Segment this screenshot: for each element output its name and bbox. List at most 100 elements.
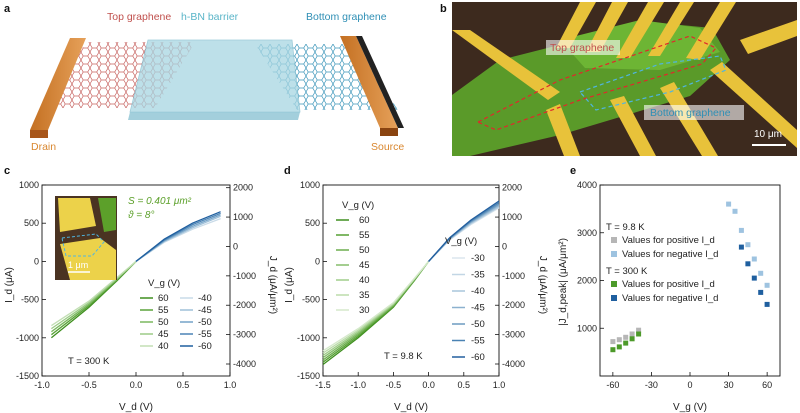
d-left-tick-label: -1000 xyxy=(297,333,320,343)
c-left-tick-label: 1000 xyxy=(19,180,39,190)
c-legend-entry: 55 xyxy=(158,305,169,316)
d-legend-entry: 30 xyxy=(359,305,370,316)
e-point-series-0 xyxy=(623,334,629,340)
b-top-graphene-label: Top graphene xyxy=(550,42,614,54)
e-legend-t1-pos: Values for positive I_d xyxy=(622,235,715,246)
bottom-graphene-outline xyxy=(578,55,727,111)
c-legend-title: V_g (V) xyxy=(148,278,180,289)
panel-a-letter: a xyxy=(4,3,11,15)
d-series-line-30 xyxy=(322,260,430,352)
e-point-series-0 xyxy=(636,327,642,333)
drain-label: Drain xyxy=(31,141,56,153)
bottom-graphene-tag xyxy=(644,105,744,120)
d-legend-title-left: V_g (V) xyxy=(342,200,374,211)
c-right-tick-label: 0 xyxy=(233,241,238,251)
e-point-series-0 xyxy=(610,339,616,345)
d-left-tick-label: 1000 xyxy=(300,180,320,190)
panel-e: e 4000 3000 2000 1000 -60 -30 0 30 60 |J_d,peak… xyxy=(558,165,781,413)
panel-e-letter: e xyxy=(570,165,576,177)
d-x-tick-label: -0.5 xyxy=(386,380,402,390)
gold-electrode-11 xyxy=(740,20,797,54)
e-point-series-0 xyxy=(616,337,622,343)
e-point-series-2 xyxy=(616,344,622,350)
d-legend-entry: 60 xyxy=(359,215,370,226)
c-right-tick-label: -1000 xyxy=(233,271,256,281)
panel-c-letter: c xyxy=(4,165,10,177)
e-point-series-1 xyxy=(764,282,770,288)
e-legend-swatch-3 xyxy=(611,281,617,287)
e-point-series-2 xyxy=(636,331,642,337)
e-point-series-3 xyxy=(764,301,770,307)
d-legend-entry: -55 xyxy=(471,336,485,347)
d-ylabel-left: I_d (μA) xyxy=(284,267,295,303)
e-y-ticks: 4000 3000 2000 1000 xyxy=(577,180,604,333)
c-x-tick-label: 0.5 xyxy=(177,380,190,390)
panel-d-letter: d xyxy=(284,165,291,177)
gold-electrode-4 xyxy=(648,2,694,56)
c-ylabel-left: I_d (μA) xyxy=(4,267,15,303)
c-right-tick-label: -2000 xyxy=(233,300,256,310)
source-electrode xyxy=(340,36,398,128)
c-legend-entry: -60 xyxy=(198,341,212,352)
e-x-tick-label: -60 xyxy=(606,380,619,390)
drain-electrode-side xyxy=(30,130,48,138)
e-legend-t2-neg: Values for negative I_d xyxy=(622,293,718,304)
d-series-line-35 xyxy=(322,260,430,354)
c-series-line--60 xyxy=(135,211,221,262)
d-right-tick-label: 2000 xyxy=(502,183,522,193)
top-graphene-outline xyxy=(476,35,717,131)
c-x-tick-label: 0.0 xyxy=(130,380,143,390)
d-left-ticks: 1000 500 0 -500 -1000 -1500 xyxy=(297,180,327,381)
e-x-ticks: -60 -30 0 30 60 xyxy=(606,372,772,390)
hbn-slab-edge xyxy=(128,112,300,120)
gold-electrode-10 xyxy=(710,62,797,148)
e-point-series-3 xyxy=(751,275,757,281)
e-legend-swatch-4 xyxy=(611,295,617,301)
d-legend-entry: -30 xyxy=(471,253,485,264)
d-right-tick-label: -4000 xyxy=(502,359,525,369)
c-angle-text: ϑ = 8° xyxy=(128,210,154,221)
gold-electrode-8 xyxy=(610,96,656,156)
d-plot-frame xyxy=(322,184,500,377)
c-temperature: T = 300 K xyxy=(68,356,110,367)
d-x-tick-label: 0.0 xyxy=(422,380,435,390)
c-x-ticks: -1.0 -0.5 0.0 0.5 1.0 xyxy=(34,372,236,390)
panel-b: b Top graphene Bottom graphene 10 μm xyxy=(440,2,797,156)
c-series-line--40 xyxy=(135,217,221,262)
d-x-tick-label: -1.0 xyxy=(350,380,366,390)
e-point-series-1 xyxy=(758,270,764,276)
c-x-tick-label: -1.0 xyxy=(34,380,50,390)
d-temperature: T = 9.8 K xyxy=(384,351,423,362)
c-inset-gold-2 xyxy=(60,238,116,280)
d-series-line--35 xyxy=(428,206,500,262)
d-legend-entry: -50 xyxy=(471,319,485,330)
gold-electrode-3 xyxy=(616,2,664,58)
e-point-series-3 xyxy=(758,289,764,295)
c-legend-entry: -50 xyxy=(198,317,212,328)
c-left-tick-label: -500 xyxy=(21,295,39,305)
c-legend-entry: 40 xyxy=(158,341,169,352)
d-left-tick-label: 0 xyxy=(315,256,320,266)
gold-electrode-6 xyxy=(452,30,560,100)
e-xlabel: V_g (V) xyxy=(673,402,707,413)
gold-electrode-2 xyxy=(586,2,628,52)
panel-a: a Top graphene h-BN barrier Bottom graph… xyxy=(4,3,404,153)
d-legend-entry: 45 xyxy=(359,260,370,271)
c-left-tick-label: -1000 xyxy=(16,333,39,343)
e-x-tick-label: -30 xyxy=(645,380,658,390)
d-xlabel: V_d (V) xyxy=(394,402,428,413)
top-graphene-tag xyxy=(546,40,620,55)
e-point-series-2 xyxy=(629,336,635,342)
e-legend-t2: T = 300 K xyxy=(606,266,648,277)
c-inset: 1 μm xyxy=(55,196,117,280)
e-x-tick-label: 0 xyxy=(687,380,692,390)
d-legend-entry: -40 xyxy=(471,286,485,297)
d-legend-entry: 55 xyxy=(359,230,370,241)
e-point-series-1 xyxy=(745,242,751,248)
source-label: Source xyxy=(371,141,404,153)
bottom-graphene-label: Bottom graphene xyxy=(306,11,387,23)
top-graphene-label: Top graphene xyxy=(107,11,171,23)
c-inset-scale-label: 1 μm xyxy=(68,260,88,270)
